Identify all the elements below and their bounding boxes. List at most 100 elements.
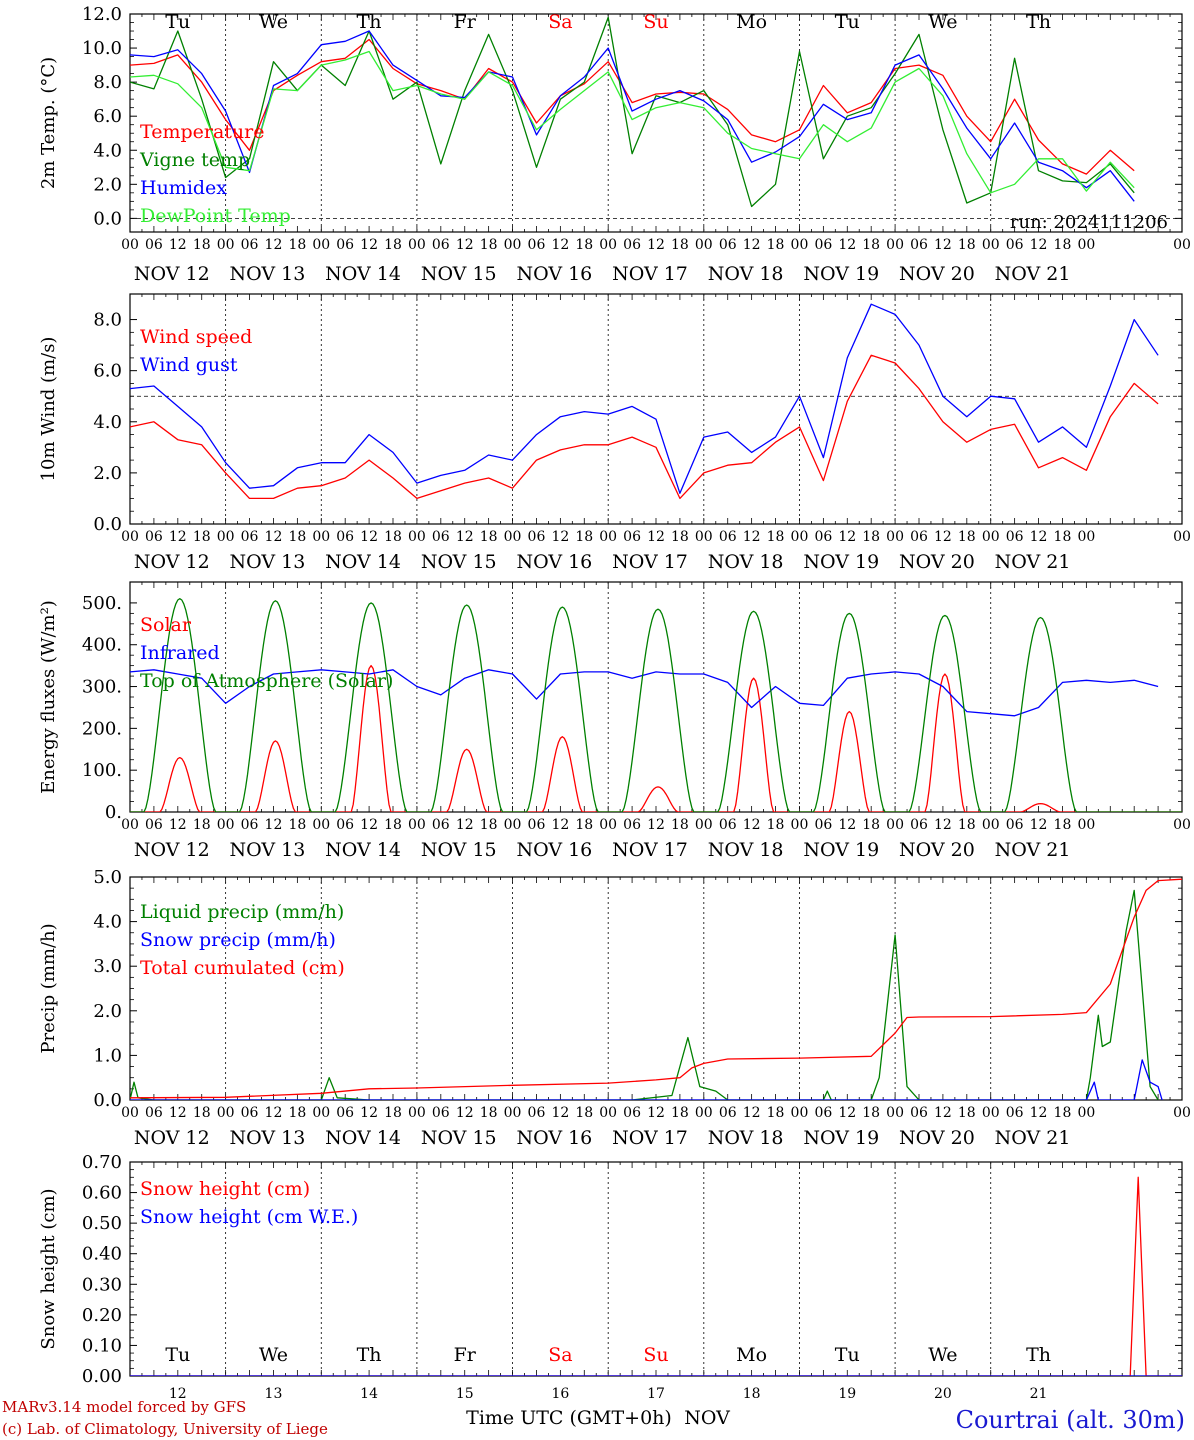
hour-label: 00 [886, 237, 904, 253]
day-number: 17 [647, 1386, 665, 1402]
hour-label: 18 [958, 1105, 976, 1121]
date-label: NOV 13 [230, 839, 306, 861]
hour-label: 00 [504, 1105, 522, 1121]
hour-label: 18 [671, 237, 689, 253]
hour-label: 06 [814, 237, 832, 253]
hour-label: 18 [193, 237, 211, 253]
hour-label: 06 [145, 817, 163, 833]
hour-label: 06 [432, 1105, 450, 1121]
y-tick-label: 100. [82, 760, 122, 781]
weekday-label: Fr [454, 1344, 477, 1366]
day-number: 13 [265, 1386, 283, 1402]
date-label: NOV 19 [803, 1127, 879, 1149]
station-name: Courtrai (alt. 30m) [956, 1406, 1185, 1434]
date-label: NOV 12 [134, 839, 210, 861]
series-line-top-of-atmosphere-solar- [130, 598, 1182, 812]
hour-label: 00 [217, 817, 235, 833]
hour-label: 18 [958, 529, 976, 545]
series-line-wind-speed [130, 354, 1159, 500]
hour-label: 12 [265, 237, 283, 253]
date-label: NOV 18 [708, 839, 784, 861]
hour-label: 00 [599, 237, 617, 253]
y-tick-label: 6.0 [93, 361, 122, 382]
hour-label: 06 [432, 817, 450, 833]
hour-label: 12 [838, 237, 856, 253]
hour-label: 06 [623, 817, 641, 833]
hour-label: 06 [623, 237, 641, 253]
hour-label: 06 [814, 529, 832, 545]
hour-label: 00 [695, 237, 713, 253]
hour-label: 00 [599, 1105, 617, 1121]
hour-label: 06 [528, 529, 546, 545]
panel-snow: 0.00 0.10 0.20 0.30 0.40 0.50 0.60 0.70 Snow hei… [38, 1152, 1183, 1387]
date-label: NOV 21 [995, 839, 1071, 861]
hour-label: 18 [575, 529, 593, 545]
run-label: run: 2024111206 [1010, 212, 1168, 233]
weekday-label: Tu [165, 11, 190, 33]
legend-entry: Solar [140, 614, 192, 636]
hour-label: 06 [336, 1105, 354, 1121]
y-tick-label: 2.0 [93, 1001, 122, 1022]
date-label: NOV 20 [899, 1127, 975, 1149]
hour-label: 12 [456, 529, 474, 545]
date-label: NOV 12 [134, 263, 210, 285]
hour-label: 18 [958, 237, 976, 253]
panel-temperature: 0.0 2.0 4.0 6.0 8.0 10.0 12.0 2m Temp. (°C) Tu We… [38, 4, 1191, 285]
y-tick-label: 400. [82, 635, 122, 656]
weekday-label: Th [1026, 1344, 1051, 1366]
hour-label: 18 [480, 817, 498, 833]
hour-label: 12 [551, 817, 569, 833]
weekday-label: We [259, 11, 288, 33]
y-tick-label: 8.0 [93, 72, 122, 93]
hour-label: 18 [288, 237, 306, 253]
y-tick-label: 0.60 [82, 1183, 122, 1204]
legend-entry: Liquid precip (mm/h) [140, 901, 344, 923]
hour-label: 18 [575, 817, 593, 833]
date-label: NOV 19 [803, 551, 879, 573]
hour-label: 06 [814, 1105, 832, 1121]
hour-label: 00 [1173, 1105, 1191, 1121]
hour-label: 06 [814, 817, 832, 833]
hour-label: 06 [910, 529, 928, 545]
legend-entry: Snow height (cm) [140, 1178, 310, 1200]
date-label: NOV 15 [421, 263, 497, 285]
x-axis-title: Time UTC (GMT+0h) [466, 1407, 672, 1429]
date-label: NOV 20 [899, 263, 975, 285]
hour-label: 12 [551, 1105, 569, 1121]
hour-label: 18 [288, 1105, 306, 1121]
hour-label: 06 [1006, 237, 1024, 253]
weekday-label: Mo [736, 11, 767, 33]
hour-label: 18 [480, 529, 498, 545]
hour-label: 06 [241, 1105, 259, 1121]
hour-label: 06 [336, 237, 354, 253]
series-line-wind-gust [130, 303, 1159, 494]
hour-label: 18 [480, 1105, 498, 1121]
hour-label: 12 [838, 1105, 856, 1121]
y-tick-label: 4.0 [93, 412, 122, 433]
hour-label: 12 [551, 237, 569, 253]
date-label: NOV 15 [421, 839, 497, 861]
hour-label: 00 [695, 529, 713, 545]
x-axis-month: NOV [684, 1407, 730, 1429]
hour-label: 18 [862, 529, 880, 545]
date-label: NOV 18 [708, 551, 784, 573]
hour-label: 18 [193, 529, 211, 545]
hour-label: 00 [982, 1105, 1000, 1121]
y-tick-label: 10.0 [82, 38, 122, 59]
weekday-label: Su [643, 1344, 668, 1366]
hour-label: 00 [312, 1105, 330, 1121]
y-tick-label: 1.0 [93, 1045, 122, 1066]
hour-label: 00 [217, 237, 235, 253]
hour-label: 12 [838, 529, 856, 545]
weekday-label: We [928, 11, 957, 33]
date-label: NOV 20 [899, 551, 975, 573]
weekday-label: Fr [454, 11, 477, 33]
hour-label: 00 [217, 1105, 235, 1121]
hour-label: 18 [767, 529, 785, 545]
hour-label: 06 [1006, 1105, 1024, 1121]
legend-entry: Total cumulated (cm) [140, 957, 345, 979]
legend-entry: Infrared [140, 642, 220, 664]
date-label: NOV 19 [803, 839, 879, 861]
panel-energy: 0. 100. 200. 300. 400. 500. Energy fluxes (W/m… [38, 581, 1191, 861]
